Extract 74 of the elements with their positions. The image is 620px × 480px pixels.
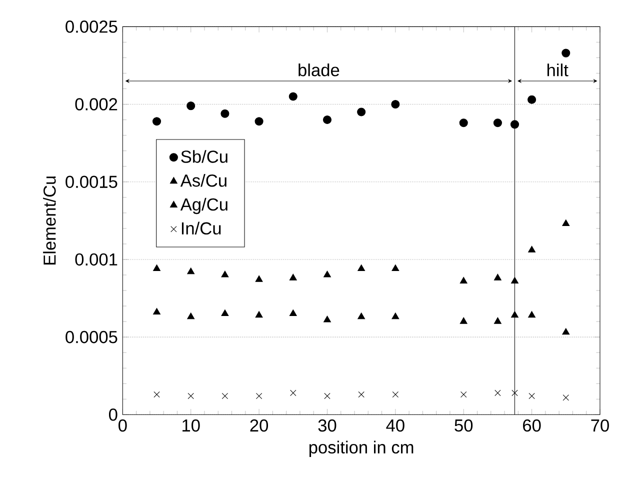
x-tick-label: 20: [250, 419, 268, 432]
point: [392, 391, 399, 398]
legend-label: As/Cu: [180, 174, 226, 187]
x-tick-label: 60: [523, 419, 541, 432]
point: [358, 312, 366, 320]
point: [562, 394, 569, 401]
point: [255, 275, 263, 282]
legend-label: Ag/Cu: [180, 198, 228, 214]
point: [324, 392, 330, 400]
point: [562, 48, 570, 58]
point: [460, 391, 467, 398]
y-tick-label: 0.0025: [66, 20, 118, 33]
point: [222, 392, 228, 400]
point: [357, 108, 366, 116]
annotation: hilt: [547, 64, 568, 76]
point: [188, 392, 194, 400]
point: [459, 118, 468, 128]
point: [528, 95, 536, 104]
point: [221, 270, 229, 278]
point: [256, 392, 262, 400]
point: [324, 270, 331, 278]
point: [187, 268, 195, 274]
point: [288, 92, 298, 101]
x-tick-label: 40: [386, 419, 404, 432]
point: [511, 276, 518, 284]
point: [255, 311, 263, 318]
x-axis-title: position in cm: [309, 440, 414, 457]
point: [494, 317, 502, 324]
y-tick-label: 0.001: [75, 253, 118, 266]
point: [154, 391, 160, 398]
point: [220, 109, 230, 118]
legend-label: Sb/Cu: [181, 150, 228, 163]
point: [460, 317, 468, 324]
point: [322, 116, 332, 124]
point: [152, 117, 162, 126]
point: [186, 102, 196, 110]
point: [460, 276, 468, 284]
point: [528, 392, 535, 400]
point: [358, 391, 364, 398]
x-tick-label: 70: [591, 419, 609, 432]
point: [562, 328, 570, 335]
annotation: blade: [298, 64, 340, 76]
point: [289, 310, 297, 316]
point: [528, 311, 536, 318]
point: [511, 311, 518, 318]
x-tick-label: 10: [182, 419, 200, 432]
point: [289, 274, 297, 280]
point: [494, 274, 502, 280]
point: [153, 264, 160, 272]
point: [493, 118, 502, 128]
y-tick-label: 0.0015: [66, 176, 118, 188]
x-tick-label: 50: [454, 419, 473, 432]
point: [510, 120, 520, 129]
point: [324, 316, 331, 322]
y-tick-label: 0: [108, 408, 118, 421]
point: [187, 312, 195, 320]
point: [528, 246, 536, 252]
legend-label: In/Cu: [182, 222, 221, 235]
point: [562, 220, 570, 226]
y-axis-title: Element/Cu: [43, 176, 56, 265]
x-tick-label: 30: [318, 419, 336, 432]
point: [392, 264, 400, 272]
x-tick-label: 0: [118, 419, 127, 432]
point: [221, 310, 229, 316]
point: [494, 390, 501, 396]
y-tick-label: 0.002: [75, 98, 118, 110]
point: [391, 100, 400, 109]
y-tick-label: 0.0005: [66, 330, 118, 344]
point: [358, 264, 366, 272]
point: [153, 308, 160, 315]
point: [392, 312, 400, 320]
point: [290, 390, 296, 396]
point: [512, 390, 518, 396]
point: [254, 117, 264, 126]
